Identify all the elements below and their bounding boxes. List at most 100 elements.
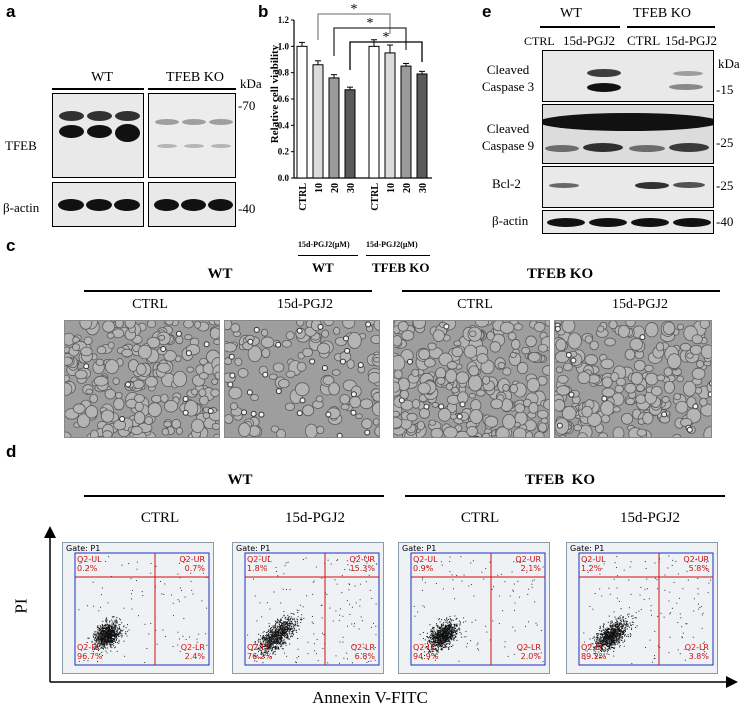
- panel-e-bcl2-label: Bcl-2: [492, 176, 521, 191]
- viability-bar-chart: 0.0 0.2 0.4 0.6 0.8 1.0 1.2 CTRL 10 20 30 CTRL 10 20…: [278, 2, 432, 211]
- panel-b-label: b: [258, 2, 269, 21]
- significance-star: *: [383, 30, 390, 45]
- facs-plot-wt-ctrl: Gate: P1 Q2-UL 0.2% Q2-UR 0.7% Q2-LL 96.7% Q…: [62, 542, 214, 674]
- panel-a-group-tfeb-ko: TFEB KO: [166, 70, 224, 85]
- quadrant-ll-label: Q2-LL 96.7%: [77, 643, 103, 661]
- category-label: 10: [386, 183, 397, 193]
- quadrant-ul-label: Q2-UL 0.2%: [77, 555, 102, 573]
- quadrant-ul-label: Q2-UL 1.2%: [581, 555, 606, 573]
- panel-c-label: c: [6, 236, 16, 255]
- micrograph-ko-15d-pgj2: [554, 320, 712, 438]
- panel-e-casp9-blot: [542, 104, 714, 164]
- gate-label: Gate: P1: [570, 544, 605, 553]
- quadrant-lr-label: Q2-LR 3.8%: [684, 643, 709, 661]
- panel-d-group-wt: WT: [227, 472, 253, 488]
- panel-e-actin-label: β-actin: [492, 213, 529, 228]
- quadrant-ul-label: Q2-UL 1.8%: [247, 555, 272, 573]
- ytick-label: 0.4: [278, 120, 290, 130]
- micrograph-wt-ctrl: [64, 320, 220, 438]
- quadrant-ur-label: Q2-UR 15.3%: [349, 555, 375, 573]
- panel-d-cond-4: 15d-PGJ2: [619, 510, 680, 526]
- panel-a-tfeb-label: TFEB: [5, 138, 37, 153]
- panel-d-ylabel: PI: [11, 598, 31, 614]
- panel-e-casp9-label: Cleaved Caspase 9: [481, 121, 535, 153]
- panel-a-actin-blot-ko: [148, 182, 236, 227]
- micrograph-wt-15d-pgj2: [224, 320, 380, 438]
- panel-e-casp3-label: Cleaved Caspase 3: [481, 62, 535, 94]
- panel-b-ko-line: [366, 255, 430, 256]
- panel-a-actin-marker: -40: [238, 201, 256, 216]
- panel-b-group-ko: TFEB KO: [372, 260, 430, 275]
- facs-plot-ko-ctrl: Gate: P1 Q2-UL 0.9% Q2-UR 2.1% Q2-LL 94.9% Q…: [398, 542, 550, 674]
- panel-a-group-wt: WT: [91, 70, 113, 85]
- panel-e-bcl2-marker: -25: [716, 178, 734, 193]
- panel-d-cond-1: CTRL: [140, 510, 180, 526]
- panel-d-cond-3: CTRL: [460, 510, 500, 526]
- gate-label: Gate: P1: [236, 544, 271, 553]
- panel-a-actin-label: β-actin: [3, 200, 40, 215]
- panel-b-group-wt: WT: [312, 260, 334, 275]
- panel-c-cond-4: 15d-PGJ2: [611, 297, 668, 312]
- panel-e-cond-4: 15d-PGJ2: [665, 33, 718, 48]
- quadrant-lr-label: Q2-LR 6.8%: [350, 643, 375, 661]
- panel-e-ko-line: [627, 26, 715, 28]
- quadrant-ul-label: Q2-UL 0.9%: [413, 555, 438, 573]
- panel-d-group-ko: TFEB KO: [524, 472, 595, 488]
- quadrant-ur-label: Q2-UR 5.8%: [683, 555, 709, 573]
- panel-e-group-ko: TFEB KO: [633, 6, 691, 21]
- panel-a-tfeb-blot-wt: [52, 93, 144, 178]
- panel-e-actin-marker: -40: [716, 214, 734, 229]
- panel-c-ko-line: [402, 290, 720, 292]
- significance-bracket: [333, 27, 407, 56]
- quadrant-lr-label: Q2-LR 2.0%: [516, 643, 541, 661]
- panel-d-cond-2: 15d-PGJ2: [284, 510, 345, 526]
- facs-plot-ko-15d-pgj2: Gate: P1 Q2-UL 1.2% Q2-UR 5.8% Q2-LL 89.2% Q…: [566, 542, 718, 674]
- panel-d-ko-line: [405, 495, 725, 497]
- quadrant-lr-label: Q2-LR 2.4%: [180, 643, 205, 661]
- panel-c-group-ko: TFEB KO: [526, 266, 594, 282]
- gate-label: Gate: P1: [66, 544, 101, 553]
- panel-a-kda: kDa: [240, 76, 262, 91]
- quadrant-ll-label: Q2-LL 94.9%: [413, 643, 439, 661]
- panel-e-actin-blot: [542, 210, 714, 234]
- panel-e-wt-line: [540, 26, 620, 28]
- panel-e-cond-3: CTRL: [627, 33, 661, 48]
- panel-b-treatment-wt: 15d-PGJ2(μM): [298, 240, 350, 249]
- panel-e-bcl2-blot: [542, 166, 714, 208]
- quadrant-ll-label: Q2-LL 89.2%: [581, 643, 607, 661]
- category-label: CTRL: [370, 183, 381, 211]
- ytick-label: 0.8: [278, 68, 290, 78]
- panel-d-wt-line: [84, 495, 384, 497]
- gate-label: Gate: P1: [402, 544, 437, 553]
- category-label: 20: [402, 183, 413, 193]
- ytick-label: 0.6: [278, 94, 290, 104]
- panel-e-group-wt: WT: [560, 6, 582, 21]
- ytick-label: 1.0: [278, 41, 290, 51]
- ytick-label: 1.2: [278, 15, 290, 25]
- panel-a-tfeb-blot-ko: [148, 93, 236, 178]
- panel-b-wt-line: [298, 255, 358, 256]
- facs-plot-wt-15d-pgj2: Gate: P1 Q2-UL 1.8% Q2-UR 15.3% Q2-LL 76.2%…: [232, 542, 384, 674]
- quadrant-ll-label: Q2-LL 76.2%: [247, 643, 273, 661]
- panel-e-casp9-marker: -25: [716, 135, 734, 150]
- panel-a-label: a: [6, 2, 16, 21]
- panel-c-cond-3: CTRL: [457, 297, 493, 312]
- panel-a-tfeb-marker: -70: [238, 98, 256, 113]
- panel-c-group-wt: WT: [207, 266, 233, 282]
- panel-a-wt-line: [52, 88, 144, 90]
- panel-d-label: d: [6, 442, 17, 461]
- significance-bracket: [349, 41, 423, 70]
- micrograph-ko-ctrl: [393, 320, 550, 438]
- panel-b-treatment-ko: 15d-PGJ2(μM): [366, 240, 418, 249]
- panel-d-xlabel: Annexin V-FITC: [312, 688, 428, 707]
- category-label: 20: [330, 183, 341, 193]
- category-label: 30: [418, 183, 429, 193]
- significance-star: *: [351, 2, 358, 17]
- panel-e-cond-1: CTRL: [524, 34, 555, 48]
- quadrant-ur-label: Q2-UR 2.1%: [515, 555, 541, 573]
- category-label: 30: [346, 183, 357, 193]
- ytick-label: 0.0: [278, 173, 290, 183]
- panel-c-cond-2: 15d-PGJ2: [276, 297, 333, 312]
- significance-bracket: [317, 13, 391, 40]
